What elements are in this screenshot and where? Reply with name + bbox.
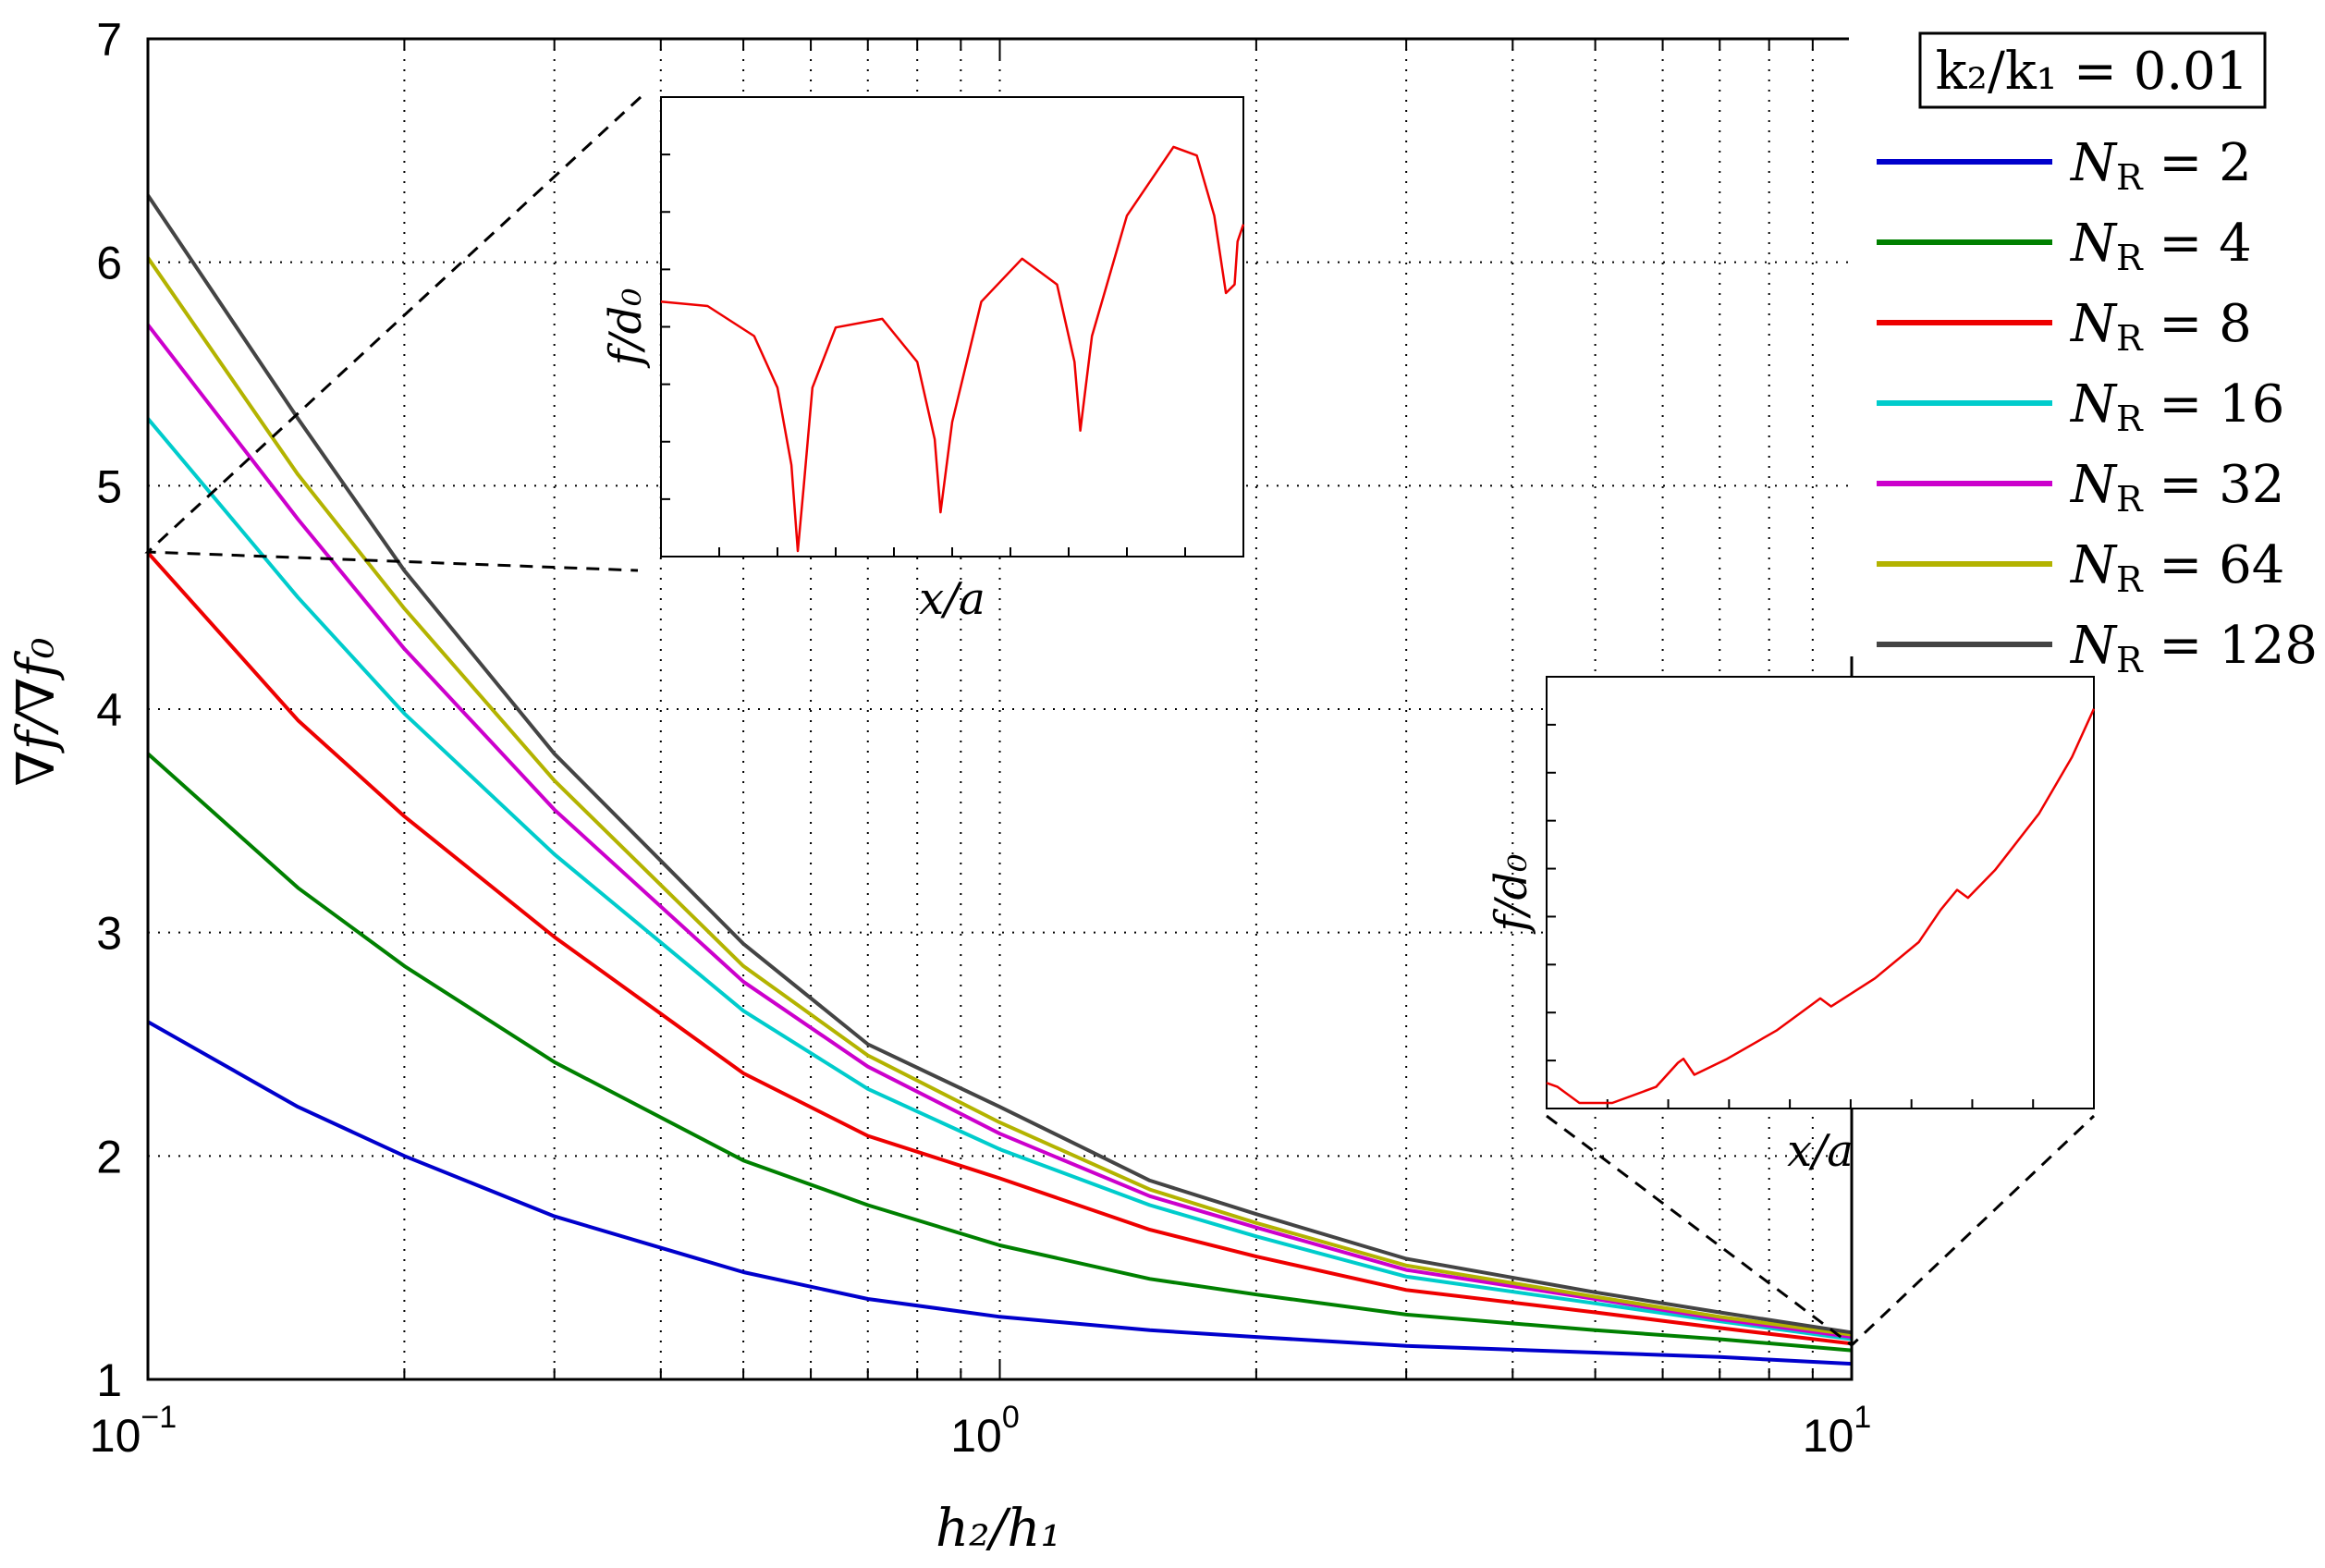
x-tick-label: 100 xyxy=(950,1400,1020,1462)
inset-frame xyxy=(1546,676,2095,1109)
y-tick-label: 3 xyxy=(96,908,122,960)
annotation-text: k₂/k₁ = 0.01 xyxy=(1936,42,2249,102)
inset-curve xyxy=(1546,708,2096,1105)
series-line xyxy=(147,1020,1853,1366)
inset-x-label: x/a xyxy=(1787,1125,1854,1177)
y-tick-label: 4 xyxy=(96,684,122,736)
y-tick-label: 1 xyxy=(96,1354,122,1406)
x-axis-label: h₂/h₁ xyxy=(936,1499,1061,1559)
inset-frame xyxy=(660,96,1244,557)
legend-label: NR = 128 xyxy=(2069,616,2318,680)
series-line xyxy=(146,551,1853,1346)
series-line xyxy=(146,324,1853,1340)
series-line xyxy=(146,417,1853,1341)
legend-label: NR = 32 xyxy=(2069,455,2284,520)
legend-label: NR = 16 xyxy=(2069,374,2284,439)
insets: x/a f/d₀ x/a f/d₀ xyxy=(600,96,2096,1177)
series-line xyxy=(146,194,1853,1335)
annotation-box xyxy=(1918,31,2267,109)
inset-curve xyxy=(660,145,1245,553)
inset-x-label: x/a xyxy=(919,573,985,625)
legend-background xyxy=(1849,28,2325,656)
legend-label: NR = 8 xyxy=(2069,294,2252,359)
inset-left: x/a f/d₀ xyxy=(600,96,1245,625)
zoom-connector-left xyxy=(144,95,642,572)
series-line xyxy=(146,256,1853,1337)
x-tick-label: 10−1 xyxy=(90,1400,177,1462)
series-lines xyxy=(146,194,1853,1366)
y-tick-label: 2 xyxy=(96,1131,122,1182)
legend-label: NR = 64 xyxy=(2069,535,2284,600)
y-tick-label: 7 xyxy=(96,14,122,66)
y-tick-label: 5 xyxy=(96,460,122,512)
inset-y-label: f/d₀ xyxy=(1486,854,1537,935)
legend-label: NR = 4 xyxy=(2069,214,2252,278)
y-tick-labels: 1 2 3 4 5 6 7 xyxy=(96,14,122,1406)
y-tick-label: 6 xyxy=(96,238,122,289)
legend: k₂/k₁ = 0.01 NR = 2NR = 4NR = 8NR = 16NR… xyxy=(1849,28,2325,680)
x-tick-labels: 10−1 100 101 xyxy=(90,1400,1871,1462)
legend-items: NR = 2 NR = 4 NR = 8 NR = 16 NR = 32 NR = 64 N… xyxy=(1877,133,2318,680)
y-axis-label: ∇f/∇f₀ xyxy=(6,638,67,787)
series-line xyxy=(146,752,1853,1353)
inset-y-label: f/d₀ xyxy=(600,288,652,369)
legend-label: NR = 2 xyxy=(2069,133,2252,198)
inset-right: x/a f/d₀ xyxy=(1486,676,2096,1177)
x-tick-label: 101 xyxy=(1803,1400,1872,1462)
